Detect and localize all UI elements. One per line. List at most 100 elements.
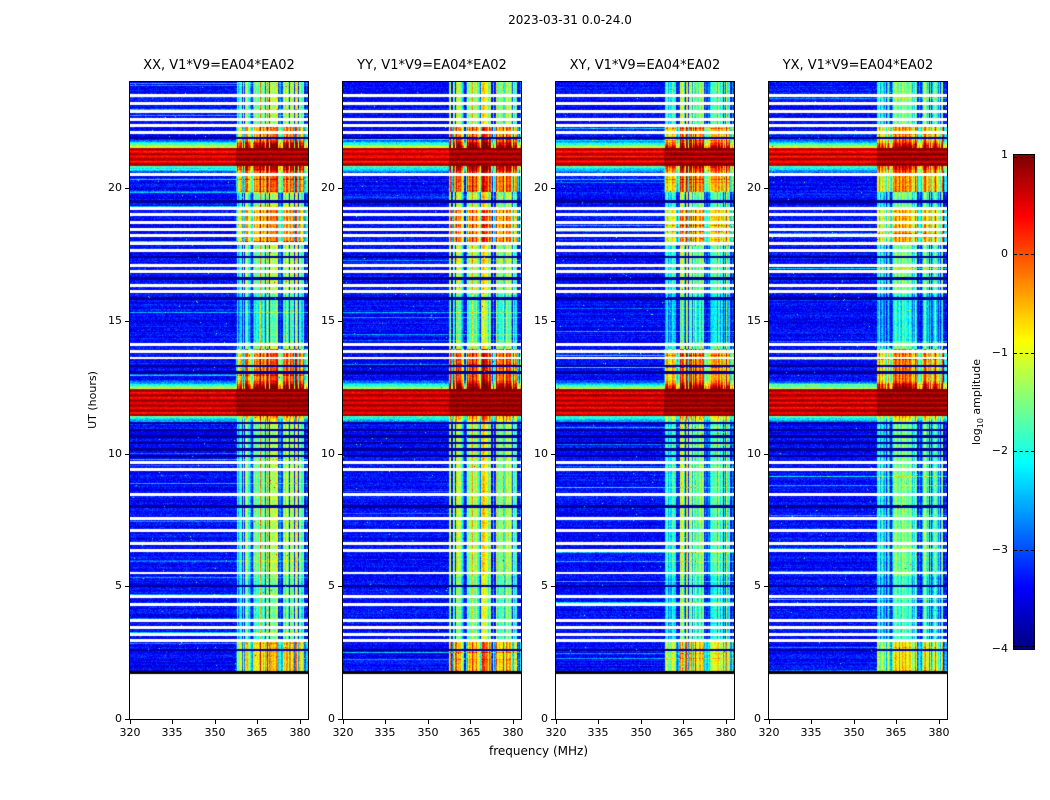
x-tick-label: 350 xyxy=(630,726,652,739)
y-tick xyxy=(338,321,342,322)
x-tick-label: 380 xyxy=(502,726,524,739)
y-tick-label: 20 xyxy=(747,181,761,194)
x-tick xyxy=(300,720,301,724)
y-tick xyxy=(551,454,555,455)
y-tick-label: 0 xyxy=(328,712,335,725)
x-tick-label: 335 xyxy=(800,726,822,739)
y-tick xyxy=(551,719,555,720)
x-tick-label: 380 xyxy=(715,726,737,739)
y-tick xyxy=(551,586,555,587)
x-tick xyxy=(641,720,642,724)
y-tick-label: 5 xyxy=(541,579,548,592)
y-tick-label: 10 xyxy=(534,447,548,460)
colorbar-tick xyxy=(1014,157,1034,158)
y-tick-label: 10 xyxy=(108,447,122,460)
panel-title-xx: XX, V1*V9=EA04*EA02 xyxy=(143,58,295,73)
x-tick xyxy=(470,720,471,724)
x-tick-label: 365 xyxy=(885,726,907,739)
colorbar-label: log10 amplitude xyxy=(970,359,985,445)
colorbar-tick xyxy=(1014,451,1034,452)
x-tick xyxy=(385,720,386,724)
x-tick xyxy=(513,720,514,724)
x-tick-label: 350 xyxy=(204,726,226,739)
spectrogram-frame-xx xyxy=(129,81,309,720)
spectrogram-canvas-xy xyxy=(556,82,734,719)
x-tick xyxy=(939,720,940,724)
y-tick-label: 10 xyxy=(747,447,761,460)
y-tick xyxy=(551,321,555,322)
y-tick xyxy=(125,454,129,455)
y-tick xyxy=(764,586,768,587)
spectrogram-canvas-yx xyxy=(769,82,947,719)
y-tick xyxy=(125,719,129,720)
colorbar-tick-label: 1 xyxy=(1001,148,1008,161)
x-tick xyxy=(257,720,258,724)
x-tick-label: 320 xyxy=(545,726,567,739)
panel-title-yx: YX, V1*V9=EA04*EA02 xyxy=(782,58,934,73)
y-tick xyxy=(551,188,555,189)
y-tick xyxy=(125,321,129,322)
x-tick xyxy=(556,720,557,724)
x-tick-label: 320 xyxy=(332,726,354,739)
y-tick-label: 20 xyxy=(321,181,335,194)
y-tick xyxy=(338,188,342,189)
colorbar-tick xyxy=(1014,646,1034,647)
y-tick-label: 5 xyxy=(115,579,122,592)
x-tick-label: 365 xyxy=(672,726,694,739)
y-tick-label: 20 xyxy=(534,181,548,194)
x-tick xyxy=(598,720,599,724)
y-tick xyxy=(338,454,342,455)
y-tick-label: 15 xyxy=(321,314,335,327)
spectrogram-canvas-yy xyxy=(343,82,521,719)
x-tick-label: 365 xyxy=(459,726,481,739)
y-tick-label: 0 xyxy=(115,712,122,725)
figure-title: 2023-03-31 0.0-24.0 xyxy=(508,13,632,27)
x-tick-label: 350 xyxy=(417,726,439,739)
spectrogram-frame-xy xyxy=(555,81,735,720)
x-tick-label: 365 xyxy=(246,726,268,739)
y-tick-label: 0 xyxy=(541,712,548,725)
colorbar-frame xyxy=(1013,154,1035,650)
x-tick-label: 335 xyxy=(587,726,609,739)
y-tick-label: 15 xyxy=(534,314,548,327)
y-tick-label: 0 xyxy=(754,712,761,725)
x-tick xyxy=(726,720,727,724)
x-axis-label: frequency (MHz) xyxy=(488,744,589,758)
colorbar-tick-label: −3 xyxy=(991,543,1008,556)
y-tick-label: 15 xyxy=(108,314,122,327)
x-tick-label: 320 xyxy=(119,726,141,739)
x-tick xyxy=(343,720,344,724)
spectrogram-canvas-xx xyxy=(130,82,308,719)
x-tick xyxy=(769,720,770,724)
y-tick xyxy=(764,454,768,455)
y-tick xyxy=(764,719,768,720)
y-tick-label: 10 xyxy=(321,447,335,460)
x-tick-label: 335 xyxy=(161,726,183,739)
x-tick xyxy=(896,720,897,724)
x-tick xyxy=(172,720,173,724)
colorbar-label-prefix: log xyxy=(970,428,983,446)
colorbar-tick-label: −1 xyxy=(991,346,1008,359)
x-tick xyxy=(811,720,812,724)
panel-title-yy: YY, V1*V9=EA04*EA02 xyxy=(357,58,507,73)
colorbar-label-sub: 10 xyxy=(976,418,986,429)
y-tick xyxy=(125,586,129,587)
y-tick xyxy=(338,719,342,720)
colorbar-tick-label: −2 xyxy=(991,444,1008,457)
y-axis-label: UT (hours) xyxy=(86,371,99,429)
y-tick-label: 5 xyxy=(328,579,335,592)
x-tick xyxy=(130,720,131,724)
colorbar-tick-label: 0 xyxy=(1001,247,1008,260)
colorbar-tick xyxy=(1014,550,1034,551)
spectrogram-frame-yx xyxy=(768,81,948,720)
x-tick-label: 350 xyxy=(843,726,865,739)
x-tick-label: 335 xyxy=(374,726,396,739)
y-tick xyxy=(764,188,768,189)
y-tick xyxy=(764,321,768,322)
x-tick-label: 320 xyxy=(758,726,780,739)
colorbar-tick-label: −4 xyxy=(991,642,1008,655)
x-tick xyxy=(683,720,684,724)
x-tick xyxy=(428,720,429,724)
x-tick-label: 380 xyxy=(289,726,311,739)
